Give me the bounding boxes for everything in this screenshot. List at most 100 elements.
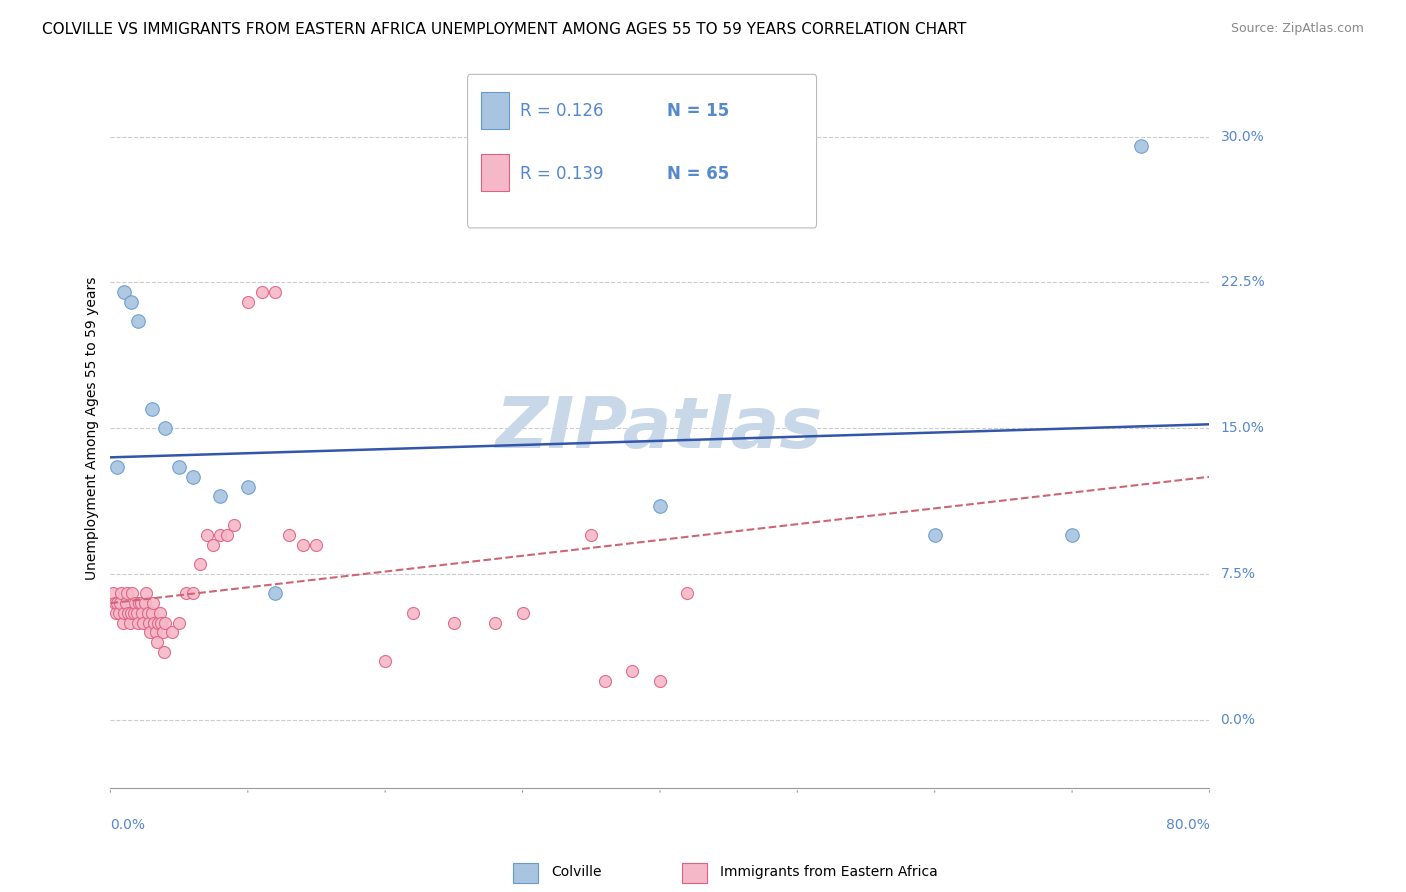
Point xyxy=(115,586,138,600)
Point xyxy=(181,470,204,484)
Point xyxy=(107,606,129,620)
Point xyxy=(120,606,142,620)
Text: Colville: Colville xyxy=(551,865,602,879)
FancyBboxPatch shape xyxy=(468,74,817,228)
Point xyxy=(101,586,124,600)
Text: 30.0%: 30.0% xyxy=(1220,129,1264,144)
Point xyxy=(111,615,134,630)
Point xyxy=(105,460,128,475)
Text: 15.0%: 15.0% xyxy=(1220,421,1264,435)
Point xyxy=(118,615,141,630)
Point xyxy=(105,596,128,610)
Point xyxy=(160,625,183,640)
Bar xyxy=(481,154,509,191)
Point xyxy=(141,606,163,620)
Point xyxy=(112,285,135,299)
Point xyxy=(188,558,211,572)
Text: 0.0%: 0.0% xyxy=(111,818,145,832)
Point xyxy=(135,586,157,600)
Text: COLVILLE VS IMMIGRANTS FROM EASTERN AFRICA UNEMPLOYMENT AMONG AGES 55 TO 59 YEAR: COLVILLE VS IMMIGRANTS FROM EASTERN AFRI… xyxy=(42,22,966,37)
Point xyxy=(136,606,159,620)
Point xyxy=(167,460,190,475)
Text: N = 15: N = 15 xyxy=(666,103,730,120)
Point xyxy=(512,606,534,620)
Point xyxy=(152,625,174,640)
Point xyxy=(1062,528,1084,542)
Point xyxy=(129,596,152,610)
Point xyxy=(127,314,149,328)
Text: Immigrants from Eastern Africa: Immigrants from Eastern Africa xyxy=(720,865,938,879)
Point xyxy=(114,596,136,610)
Text: 80.0%: 80.0% xyxy=(1166,818,1209,832)
Point xyxy=(305,538,328,552)
Point xyxy=(236,294,259,309)
Point xyxy=(250,285,273,299)
Text: 22.5%: 22.5% xyxy=(1220,276,1264,289)
Point xyxy=(112,606,135,620)
Point xyxy=(1129,139,1152,153)
Point xyxy=(209,528,232,542)
Point xyxy=(139,625,162,640)
Point xyxy=(202,538,225,552)
Point xyxy=(122,606,145,620)
Bar xyxy=(682,863,707,883)
Point xyxy=(141,401,163,416)
Point xyxy=(676,586,699,600)
Point xyxy=(124,596,146,610)
Point xyxy=(374,655,396,669)
Point xyxy=(401,606,423,620)
Point xyxy=(145,625,167,640)
Point xyxy=(621,664,644,678)
Point xyxy=(121,586,143,600)
Point xyxy=(155,421,177,435)
Point xyxy=(127,615,149,630)
Y-axis label: Unemployment Among Ages 55 to 59 years: Unemployment Among Ages 55 to 59 years xyxy=(86,277,100,580)
Point xyxy=(128,596,150,610)
Text: 0.0%: 0.0% xyxy=(1220,713,1256,727)
Point xyxy=(103,596,125,610)
Point xyxy=(125,606,148,620)
Point xyxy=(443,615,465,630)
Text: N = 65: N = 65 xyxy=(666,164,730,183)
Point xyxy=(181,586,204,600)
Point xyxy=(484,615,506,630)
Text: R = 0.139: R = 0.139 xyxy=(520,164,603,183)
Point xyxy=(278,528,301,542)
Point xyxy=(264,586,287,600)
Point xyxy=(108,596,131,610)
Point xyxy=(104,606,127,620)
Text: 7.5%: 7.5% xyxy=(1220,567,1256,581)
Point xyxy=(120,294,142,309)
Text: R = 0.126: R = 0.126 xyxy=(520,103,603,120)
Point xyxy=(291,538,314,552)
Point xyxy=(264,285,287,299)
Point xyxy=(174,586,197,600)
Point xyxy=(593,673,616,688)
Point xyxy=(222,518,245,533)
Point xyxy=(153,645,176,659)
Point xyxy=(236,479,259,493)
Point xyxy=(924,528,946,542)
Point xyxy=(581,528,603,542)
Point xyxy=(134,596,156,610)
Point xyxy=(142,596,165,610)
Point xyxy=(217,528,239,542)
Bar xyxy=(481,92,509,128)
Point xyxy=(110,586,132,600)
Text: Source: ZipAtlas.com: Source: ZipAtlas.com xyxy=(1230,22,1364,36)
Point xyxy=(138,615,160,630)
Point xyxy=(648,673,671,688)
Point xyxy=(155,615,177,630)
Point xyxy=(146,635,169,649)
Point xyxy=(150,615,173,630)
Point xyxy=(148,615,170,630)
Point xyxy=(167,615,190,630)
Point xyxy=(195,528,218,542)
Point xyxy=(149,606,172,620)
Point xyxy=(117,606,139,620)
Bar xyxy=(513,863,538,883)
Point xyxy=(648,499,671,513)
Point xyxy=(131,606,153,620)
Point xyxy=(132,615,155,630)
Text: ZIPatlas: ZIPatlas xyxy=(496,393,824,463)
